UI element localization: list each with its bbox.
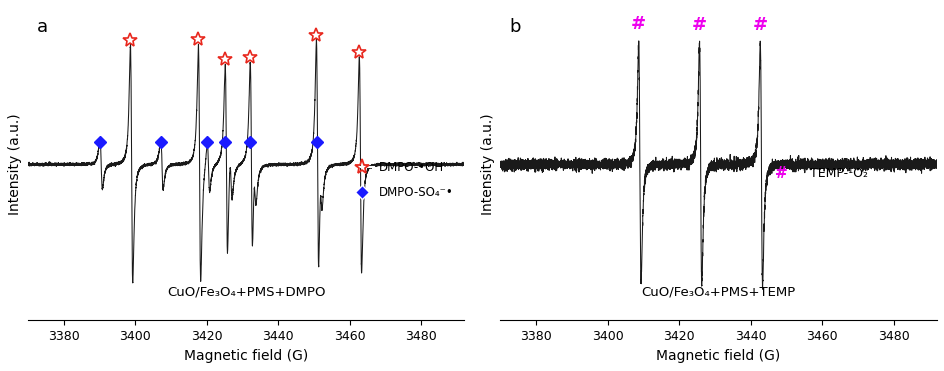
- Text: b: b: [509, 18, 520, 36]
- X-axis label: Magnetic field (G): Magnetic field (G): [656, 349, 780, 363]
- Y-axis label: Intensity (a.u.): Intensity (a.u.): [480, 114, 495, 215]
- X-axis label: Magnetic field (G): Magnetic field (G): [184, 349, 308, 363]
- Y-axis label: Intensity (a.u.): Intensity (a.u.): [8, 114, 23, 215]
- Text: a: a: [37, 18, 48, 36]
- Legend: DMPO-•OH, DMPO-SO₄⁻•: DMPO-•OH, DMPO-SO₄⁻•: [346, 156, 458, 204]
- Text: CuO/Fe₃O₄+PMS+TEMP: CuO/Fe₃O₄+PMS+TEMP: [641, 286, 795, 299]
- Text: #: #: [691, 16, 706, 34]
- Text: #: #: [774, 166, 787, 181]
- Text: #: #: [631, 16, 646, 33]
- Text: CuO/Fe₃O₄+PMS+DMPO: CuO/Fe₃O₄+PMS+DMPO: [166, 286, 325, 299]
- Text: TEMP-¹O₂: TEMP-¹O₂: [805, 167, 867, 180]
- Text: #: #: [751, 16, 767, 34]
